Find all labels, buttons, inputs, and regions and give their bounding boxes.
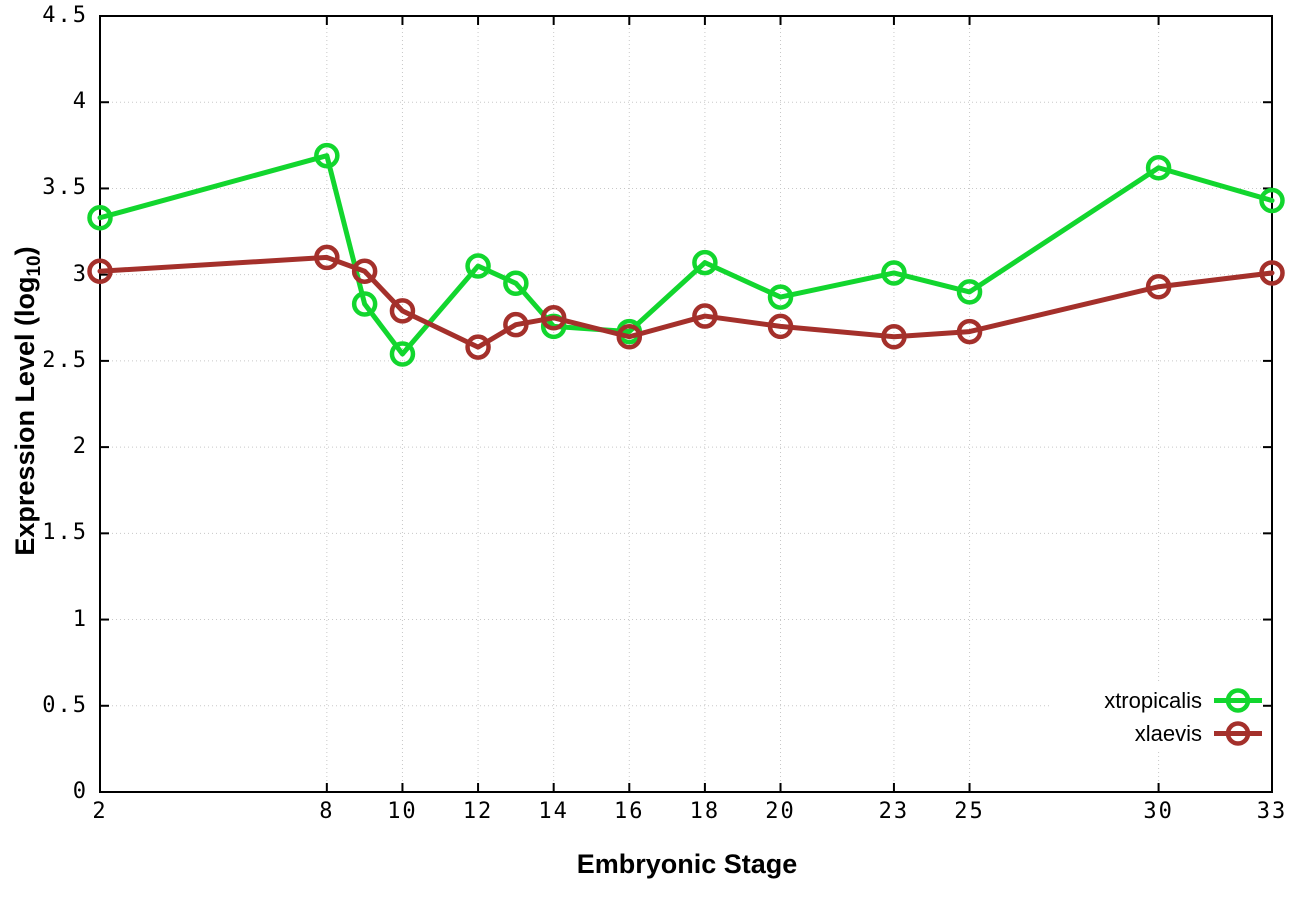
data-point-xlaevis-stage-16	[616, 323, 643, 350]
y-tick-label: 3.5	[42, 175, 88, 201]
legend-label-xtropicalis: xtropicalis	[1104, 687, 1202, 713]
data-point-xlaevis-stage-8	[314, 244, 340, 271]
data-point-xtropicalis-stage-25	[956, 279, 983, 305]
y-tick-label: 1	[72, 606, 88, 632]
data-point-xtropicalis-stage-18	[692, 249, 718, 276]
y-tick-label: 4.5	[42, 3, 88, 28]
data-point-xtropicalis-stage-13	[503, 270, 529, 297]
data-point-xtropicalis-stage-8	[314, 142, 340, 169]
data-point-xlaevis-stage-18	[692, 303, 718, 329]
data-point-xlaevis-stage-12	[465, 334, 491, 360]
legend-marker-xtropicalis-icon	[1214, 688, 1262, 713]
data-point-xtropicalis-stage-10	[389, 341, 416, 367]
data-point-xtropicalis-stage-20	[767, 284, 794, 310]
data-point-xlaevis-stage-13	[503, 311, 529, 338]
series-line-xtropicalis	[97, 153, 1275, 357]
data-point-xlaevis-stage-33	[1259, 260, 1285, 286]
legend: xtropicalis xlaevis	[1104, 684, 1262, 750]
x-tick-label: 33	[1256, 799, 1288, 824]
x-tick-label: 14	[538, 799, 569, 824]
x-tick-label: 25	[954, 799, 985, 824]
legend-entry-xlaevis: xlaevis	[1104, 717, 1262, 750]
data-point-xlaevis-stage-2	[87, 258, 113, 284]
x-tick-label: 20	[765, 799, 796, 824]
data-point-xtropicalis-stage-33	[1259, 187, 1285, 214]
data-point-xtropicalis-stage-12	[465, 253, 491, 279]
plot-border	[99, 15, 1273, 793]
data-point-xtropicalis-stage-23	[881, 260, 907, 286]
y-tick-label: 0	[72, 779, 88, 804]
y-tick-label: 1.5	[42, 520, 88, 546]
data-point-xtropicalis-stage-9	[351, 291, 378, 317]
x-axis-label: Embryonic Stage	[576, 849, 798, 879]
x-tick-label: 10	[387, 799, 418, 824]
x-tick-label: 12	[462, 799, 494, 824]
data-point-xlaevis-stage-20	[767, 313, 794, 340]
y-tick-label: 4	[72, 89, 88, 115]
x-tick-label: 23	[878, 799, 910, 824]
x-tick-label: 30	[1143, 799, 1174, 824]
legend-label-xlaevis: xlaevis	[1134, 720, 1202, 746]
data-point-xlaevis-stage-30	[1145, 273, 1172, 300]
data-point-xtropicalis-stage-2	[87, 205, 113, 231]
y-tick-label: 0.5	[42, 692, 88, 718]
legend-marker-xlaevis-icon	[1214, 721, 1262, 746]
legend-entry-xtropicalis: xtropicalis	[1104, 684, 1262, 717]
x-tick-label: 8	[319, 799, 335, 824]
y-tick-label: 3	[72, 261, 88, 287]
y-axis-label-text: Expression Level (log	[9, 276, 40, 556]
x-tick-label: 18	[689, 799, 721, 824]
data-point-xtropicalis-stage-30	[1145, 155, 1172, 181]
y-tick-label: 2.5	[42, 347, 88, 373]
data-point-xlaevis-stage-14	[540, 305, 567, 331]
y-axis-label: Expression Level (log10)	[10, 246, 46, 555]
data-point-xlaevis-stage-10	[389, 298, 416, 324]
data-point-xlaevis-stage-25	[956, 318, 983, 345]
y-axis-label-suffix: )	[9, 246, 40, 256]
series-line-xlaevis	[97, 254, 1275, 350]
y-tick-label: 2	[72, 434, 88, 460]
x-tick-label: 2	[92, 799, 108, 824]
x-tick-label: 16	[614, 799, 645, 824]
data-point-xlaevis-stage-9	[351, 258, 378, 284]
data-point-xlaevis-stage-23	[881, 323, 907, 350]
